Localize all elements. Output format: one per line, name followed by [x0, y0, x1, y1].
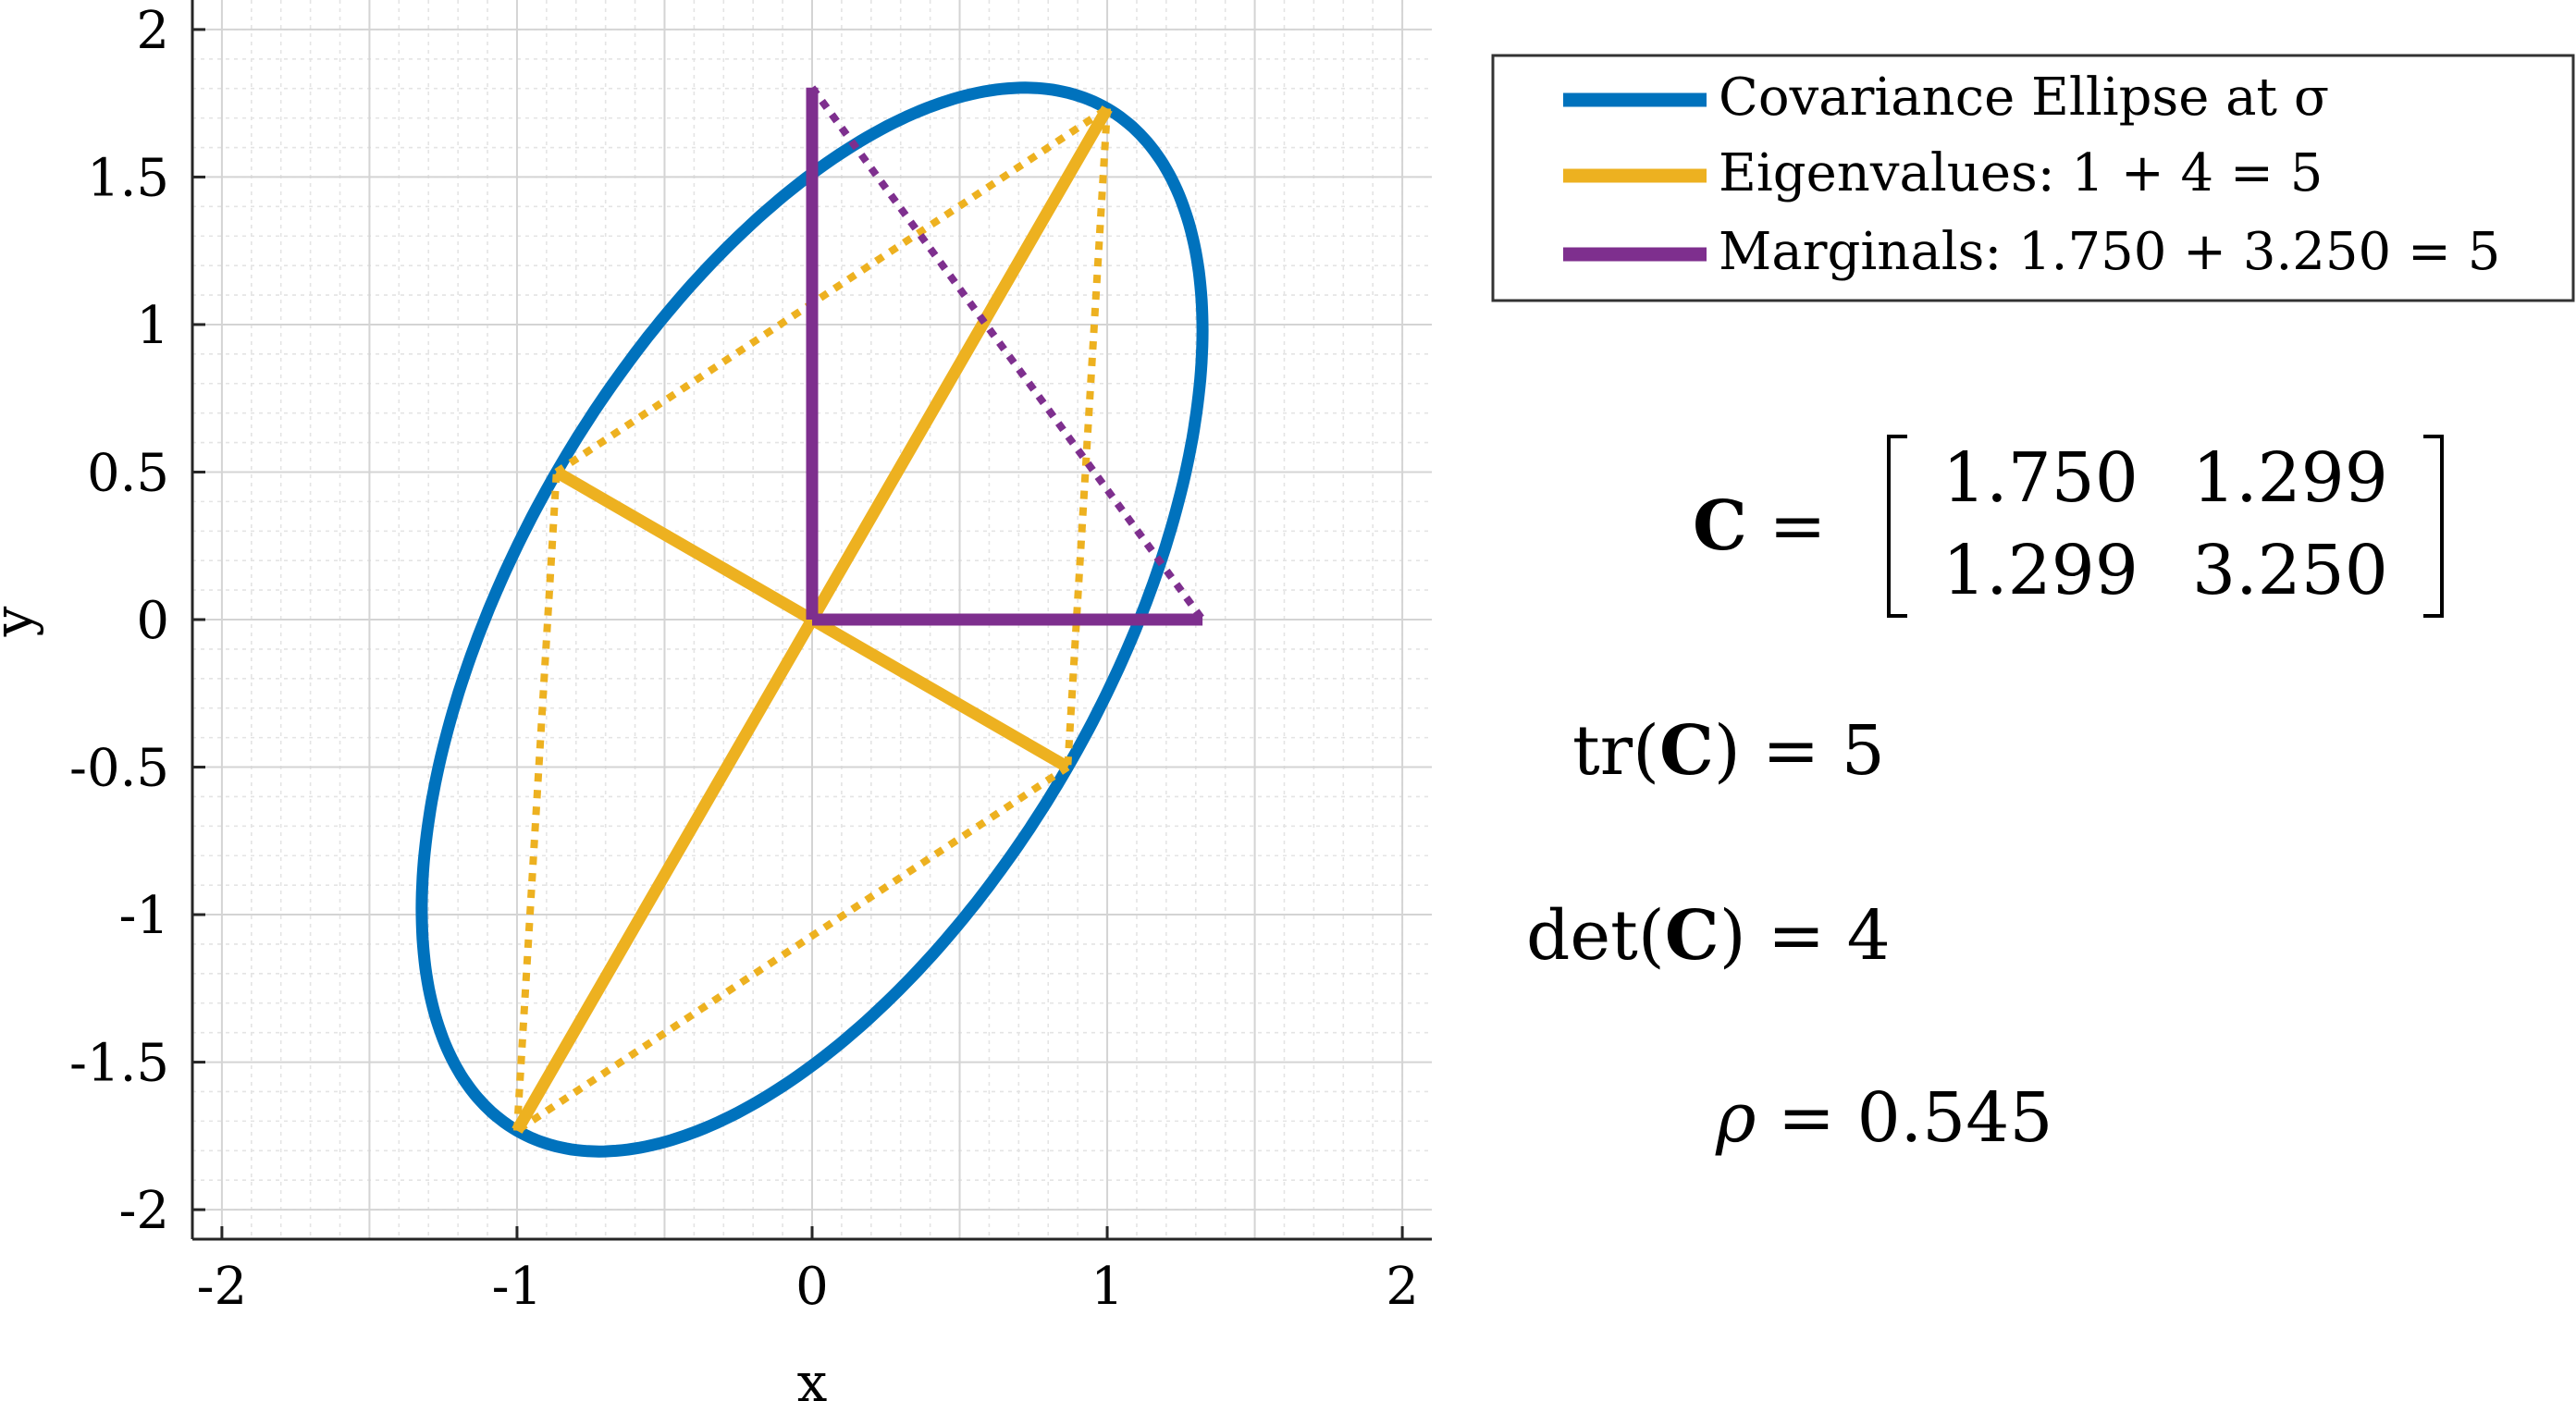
correlation-equation: ρ = 0.545 [1716, 1078, 2053, 1158]
y-tick-label: 1 [136, 296, 169, 356]
matrix-lhs: C = [1693, 486, 1827, 566]
matrix-cell-22: 3.250 [2192, 531, 2388, 610]
y-tick-label: 1.5 [87, 148, 169, 208]
legend-entry-eigenvalues: Eigenvalues: 1 + 4 = 5 [1719, 143, 2323, 203]
eigen-dotted-segment [514, 764, 1070, 1134]
x-tick-label: -2 [197, 1257, 248, 1317]
matrix-cell-12: 1.299 [2192, 438, 2388, 518]
trace-equation: tr(C) = 5 [1572, 711, 1885, 791]
eigen-dotted-segment [554, 105, 1110, 475]
eigen-axis-segment [553, 466, 816, 625]
y-tick-label: -1 [118, 886, 169, 946]
legend-entry-marginals: Marginals: 1.750 + 3.250 = 5 [1719, 222, 2500, 282]
eigen-dotted-segment [512, 472, 561, 1131]
y-tick-label: 0 [136, 591, 169, 651]
x-tick-label: 2 [1386, 1257, 1419, 1317]
y-tick-label: 2 [136, 1, 169, 61]
x-tick-label: 0 [795, 1257, 829, 1317]
y-tick-label: -0.5 [69, 739, 169, 799]
matrix-right-bracket [2423, 435, 2444, 618]
y-tick-label: 0.5 [87, 443, 169, 503]
eigen-axis-segment [808, 614, 1071, 773]
determinant-equation: det(C) = 4 [1526, 896, 1891, 976]
series-layer [415, 81, 1209, 1158]
y-axis-label: y [0, 606, 44, 637]
marginal-dotted-segment [808, 85, 1206, 622]
eigen-dotted-segment [1064, 108, 1112, 768]
tick-labels: -2 -1 0 1 2 -2 -1.5 -1 -0.5 0 0.5 1 1.5 2 [69, 1, 1419, 1317]
matrix-cell-21: 1.299 [1942, 531, 2138, 610]
x-axis-label: x [797, 1351, 828, 1401]
matrix-cell-11: 1.750 [1942, 438, 2138, 518]
x-tick-label: -1 [492, 1257, 543, 1317]
legend-entry-ellipse: Covariance Ellipse at σ [1719, 68, 2329, 128]
x-tick-label: 1 [1091, 1257, 1124, 1317]
y-tick-label: -2 [118, 1181, 169, 1241]
y-tick-label: -1.5 [69, 1034, 169, 1094]
legend: Covariance Ellipse at σ Eigenvalues: 1 +… [1491, 54, 2575, 302]
matrix-left-bracket [1887, 435, 1907, 618]
